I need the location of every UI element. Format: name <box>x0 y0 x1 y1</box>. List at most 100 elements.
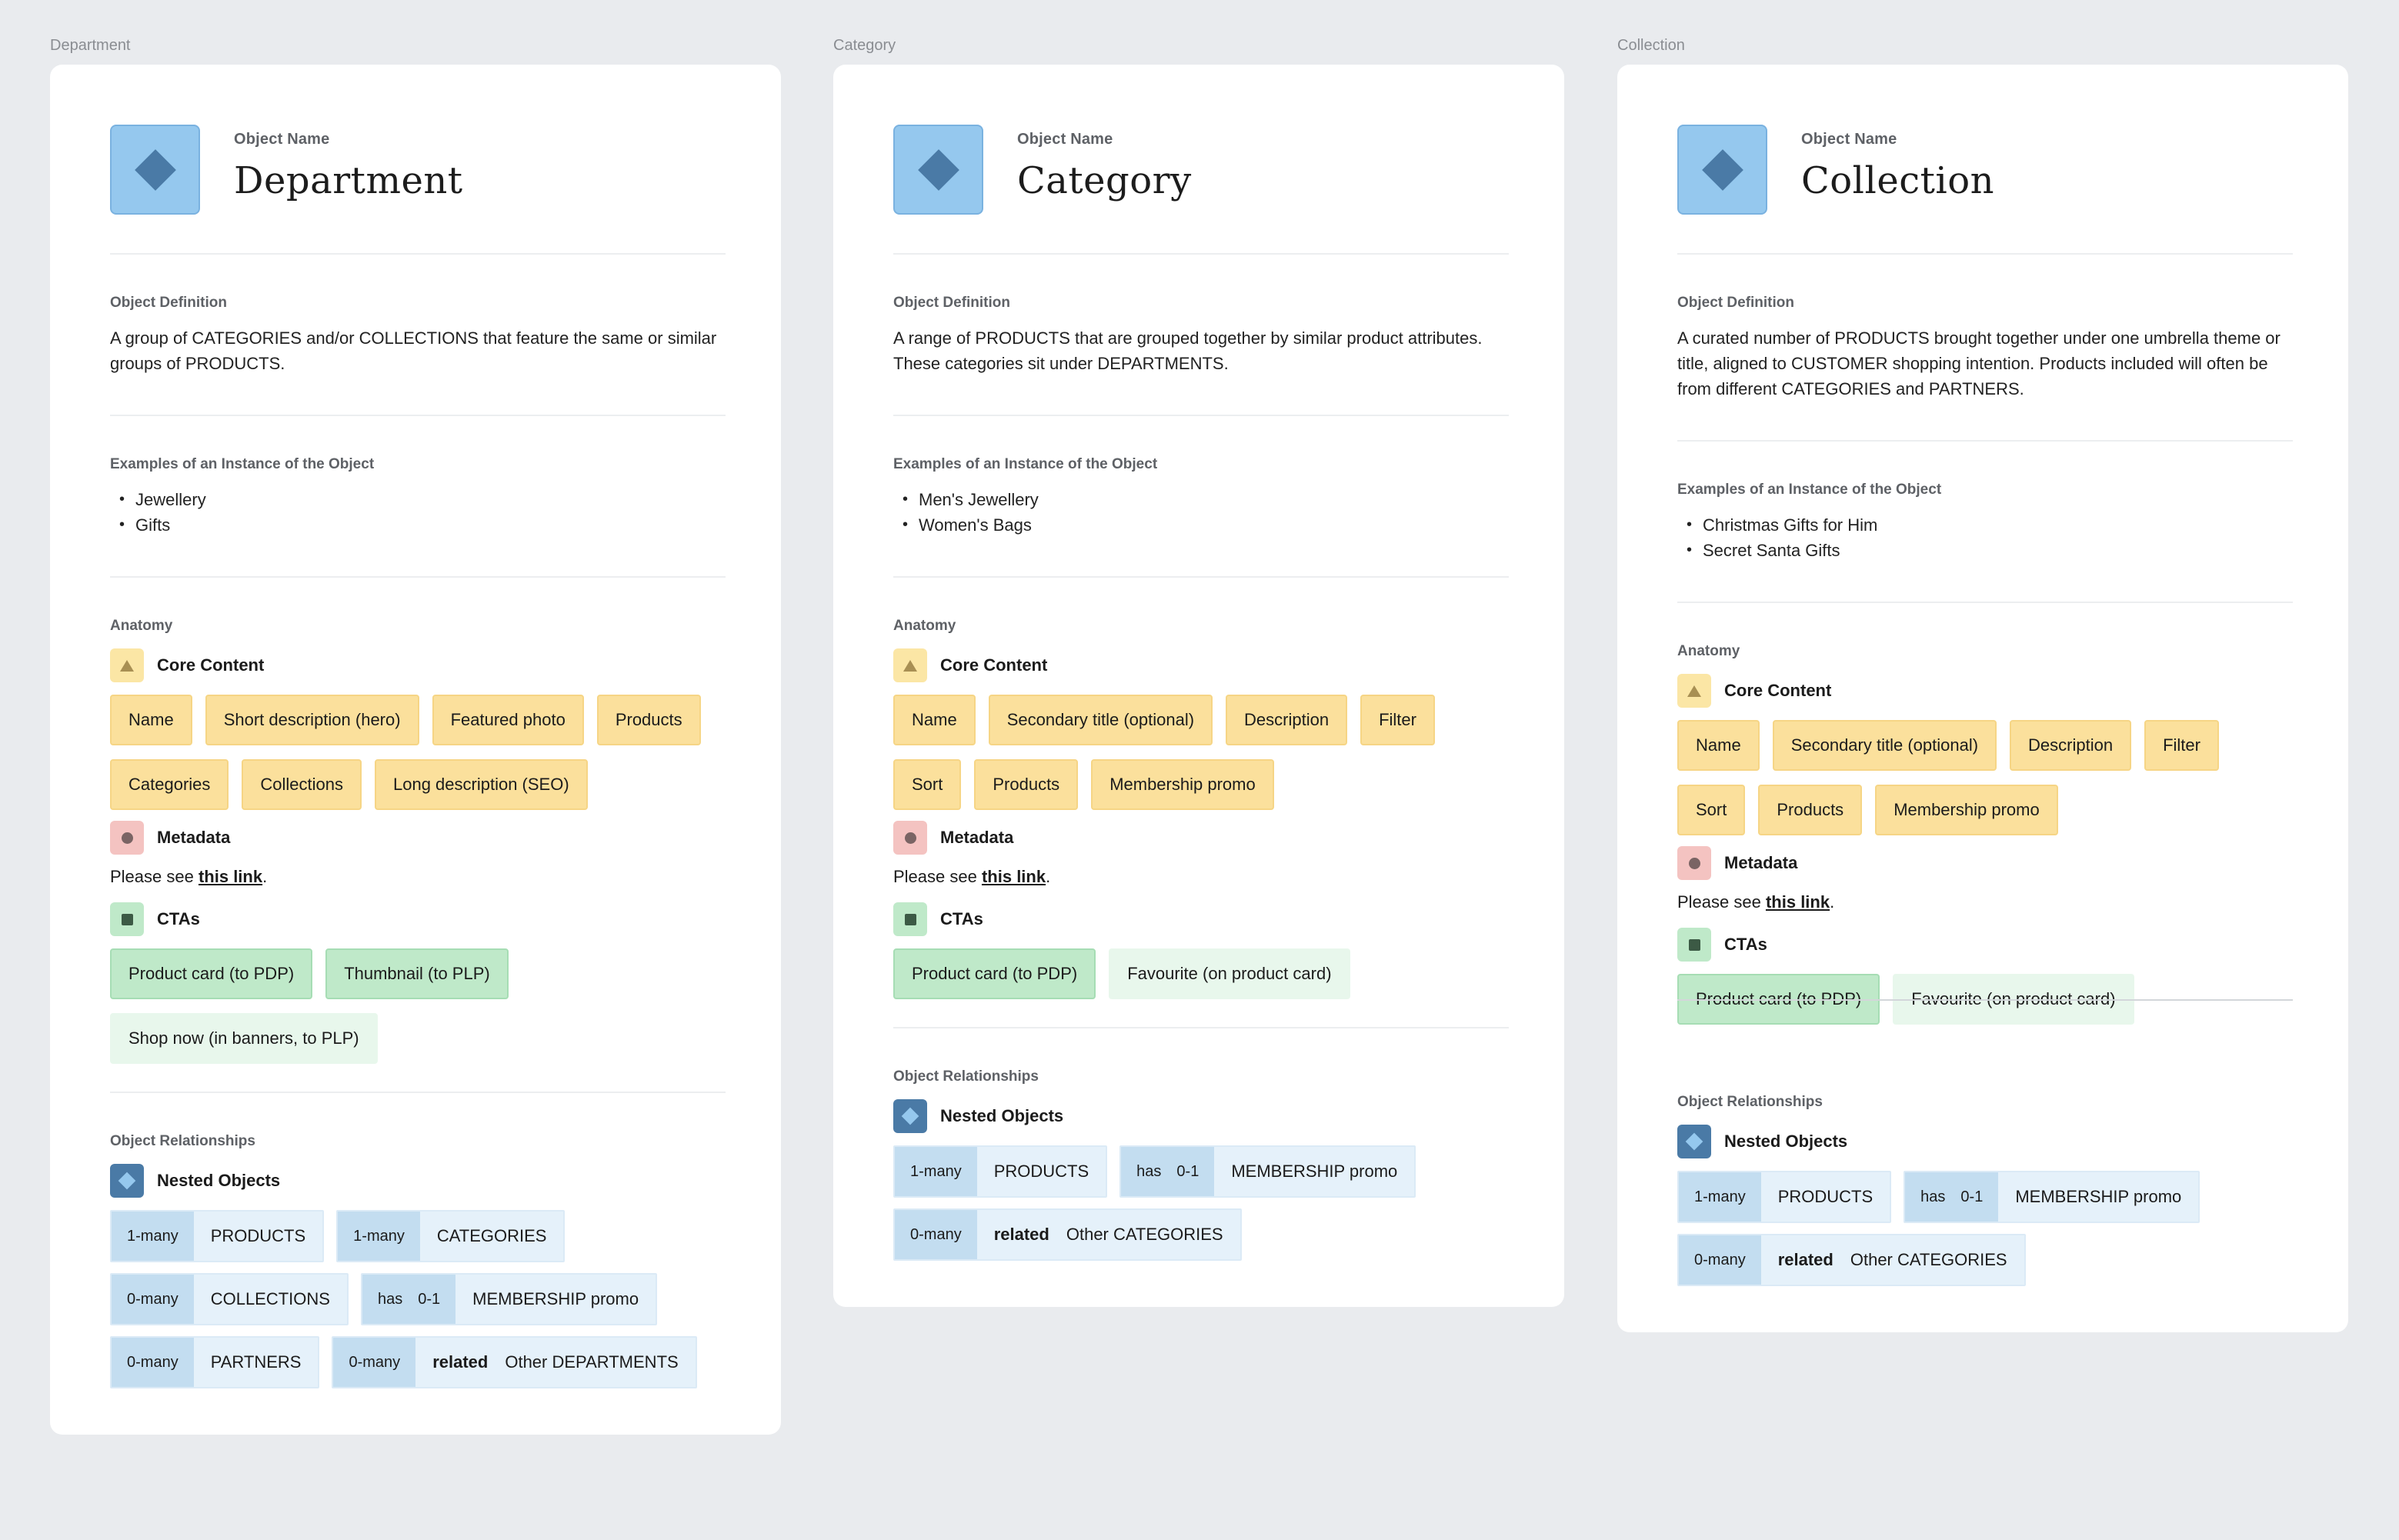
relationship-chip: 0-many COLLECTIONS <box>110 1273 349 1325</box>
core-chip: Membership promo <box>1091 759 1274 810</box>
relationship-list: 1-many PRODUCTS 1-many CATEGORIES 0-many CO… <box>110 1210 726 1388</box>
nested-objects-title: Nested Objects <box>940 1106 1064 1125</box>
relationship-chip: 0-many related Other CATEGORIES <box>1677 1234 2026 1286</box>
core-chip: Products <box>1758 785 1863 835</box>
relationships-label: Object Relationships <box>893 1068 1039 1085</box>
square-icon <box>893 902 927 936</box>
object-name-label: Object Name <box>1801 131 1897 148</box>
relationships-label: Object Relationships <box>110 1133 255 1149</box>
triangle-icon <box>893 648 927 682</box>
definition-text: A group of CATEGORIES and/or COLLECTIONS… <box>110 328 717 373</box>
divider <box>110 415 726 416</box>
square-icon <box>110 902 144 936</box>
metadata-head: Metadata <box>893 821 1504 855</box>
metadata-text: Please see this link. <box>893 867 1051 886</box>
core-chip: Collections <box>242 759 362 810</box>
relationship-chip: has 0-1 MEMBERSHIP promo <box>1904 1171 2200 1223</box>
relationship-chip: 1-many PRODUCTS <box>893 1145 1108 1198</box>
metadata-head: Metadata <box>110 821 721 855</box>
relationship-chip: 1-many PRODUCTS <box>1677 1171 1892 1223</box>
frame-label: Department <box>50 37 131 54</box>
cta-chip: Favourite (on product card) <box>1109 948 1350 999</box>
triangle-icon <box>1677 674 1711 708</box>
ctas-title: CTAs <box>157 909 200 928</box>
examples-list: • Men's Jewellery • Women's Bags <box>893 487 1504 538</box>
examples-list: • Christmas Gifts for Him • Secret Santa G… <box>1677 512 2288 563</box>
examples-label: Examples of an Instance of the Object <box>893 456 1158 472</box>
definition-label: Object Definition <box>893 295 1010 311</box>
definition-text: A range of PRODUCTS that are grouped tog… <box>893 328 1483 373</box>
object-icon <box>110 125 200 215</box>
divider <box>1677 253 2293 255</box>
nested-objects-title: Nested Objects <box>157 1171 281 1190</box>
core-chip: Featured photo <box>432 695 584 745</box>
cta-chip: Product card (to PDP) <box>110 948 313 999</box>
core-chip: Products <box>596 695 701 745</box>
relationship-chip: has 0-1 MEMBERSHIP promo <box>1119 1145 1416 1198</box>
diamond-icon <box>110 1164 144 1198</box>
object-icon <box>893 125 983 215</box>
list-item: • Jewellery <box>119 490 206 509</box>
core-chip: Description <box>1226 695 1348 745</box>
nested-objects-title: Nested Objects <box>1724 1132 1848 1151</box>
diamond-icon <box>1677 1125 1711 1158</box>
core-content-head: Core Content <box>110 648 721 682</box>
divider <box>1677 1052 2293 1054</box>
object-card: Object Name Department Object Definition… <box>50 65 781 1435</box>
frame-label: Category <box>833 37 896 54</box>
divider <box>110 253 726 255</box>
cta-chips: Product card (to PDP) Favourite (on prod… <box>893 948 1509 999</box>
nested-objects-head: Nested Objects <box>110 1164 721 1198</box>
object-name: Department <box>234 159 463 202</box>
definition-text: A curated number of PRODUCTS brought tog… <box>1677 328 2281 398</box>
relationship-chip: has 0-1 MEMBERSHIP promo <box>360 1273 658 1325</box>
ctas-head: CTAs <box>893 902 1504 936</box>
list-item: • Secret Santa Gifts <box>1687 541 1840 560</box>
metadata-link[interactable]: this link <box>198 867 263 886</box>
divider <box>110 576 726 578</box>
frame-label: Collection <box>1617 37 1685 54</box>
core-chip: Filter <box>1360 695 1435 745</box>
cta-chips: Product card (to PDP) Favourite (on prod… <box>1677 974 2293 1025</box>
object-header: Object Name Category <box>893 125 1504 215</box>
relationship-chip: 0-many related Other CATEGORIES <box>893 1208 1242 1261</box>
list-item: • Gifts <box>119 515 171 535</box>
object-name: Category <box>1017 159 1192 202</box>
core-content-chips: Name Short description (hero) Featured p… <box>110 695 726 810</box>
anatomy-label: Anatomy <box>893 618 956 634</box>
divider <box>893 576 1509 578</box>
definition-label: Object Definition <box>1677 295 1794 311</box>
core-chip: Sort <box>1677 785 1746 835</box>
diamond-icon <box>134 148 176 191</box>
core-chip: Name <box>1677 720 1760 771</box>
examples-list: • Jewellery • Gifts <box>110 487 721 538</box>
core-chip: Description <box>2010 720 2132 771</box>
metadata-title: Metadata <box>157 828 231 847</box>
relationship-chip: 0-many related Other DEPARTMENTS <box>332 1336 697 1388</box>
list-item: • Men's Jewellery <box>903 490 1039 509</box>
metadata-link[interactable]: this link <box>981 867 1046 886</box>
core-content-chips: Name Secondary title (optional) Descript… <box>1677 720 2293 835</box>
cta-chip: Product card (to PDP) <box>893 948 1096 999</box>
divider <box>893 1027 1509 1028</box>
circle-icon <box>110 821 144 855</box>
metadata-link[interactable]: this link <box>1765 892 1830 912</box>
cta-chip: Thumbnail (to PLP) <box>325 948 509 999</box>
core-chip: Short description (hero) <box>205 695 419 745</box>
object-header: Object Name Collection <box>1677 125 2288 215</box>
triangle-icon <box>110 648 144 682</box>
divider <box>1677 440 2293 442</box>
diamond-icon <box>893 1099 927 1133</box>
strike-line <box>1677 999 2293 1001</box>
object-header: Object Name Department <box>110 125 721 215</box>
object-card: Object Name Category Object Definition A… <box>833 65 1564 1307</box>
object-name-label: Object Name <box>1017 131 1113 148</box>
square-icon <box>1677 928 1711 962</box>
core-chip: Long description (SEO) <box>375 759 588 810</box>
core-chip: Membership promo <box>1875 785 2058 835</box>
circle-icon <box>1677 846 1711 880</box>
list-item: • Christmas Gifts for Him <box>1687 515 1878 535</box>
definition-label: Object Definition <box>110 295 227 311</box>
core-chip: Categories <box>110 759 229 810</box>
object-icon <box>1677 125 1767 215</box>
